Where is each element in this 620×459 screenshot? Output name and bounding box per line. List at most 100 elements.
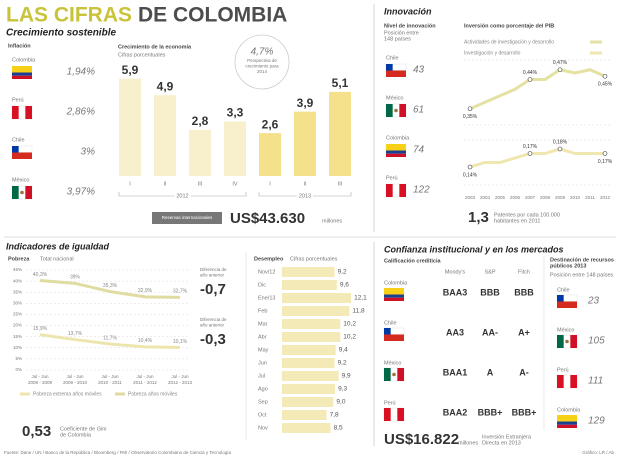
bar — [282, 319, 341, 329]
x-tick-label: Jul - Jun — [101, 374, 119, 379]
chart-subtitle: Cifras porcentuales — [290, 256, 338, 262]
flag — [12, 106, 19, 119]
country: Perú — [386, 175, 398, 181]
value: 23 — [587, 296, 600, 307]
flag — [557, 301, 577, 308]
legend-label: Actividades de investigación y desarroll… — [464, 39, 554, 45]
forecast-value: 4,7% — [251, 47, 274, 58]
bar-value: 10,2 — [343, 334, 356, 341]
flag — [386, 70, 406, 77]
y-tick-label: Ago — [258, 386, 268, 392]
unit: millones — [458, 440, 478, 446]
value-label: 15,9% — [33, 326, 48, 332]
patents-value: 1,3 — [468, 209, 489, 226]
x-tick-label: Jul - Jun — [66, 374, 84, 379]
chart-subtitle: Total nacional — [40, 256, 74, 262]
value: 61 — [413, 105, 424, 116]
flag — [392, 372, 396, 377]
point — [602, 151, 608, 156]
value-label: 32,7% — [173, 289, 188, 295]
bar-value: 9,6 — [340, 282, 349, 289]
flag — [384, 328, 391, 335]
note: año anterior — [200, 323, 225, 328]
flag — [394, 108, 398, 113]
bar — [282, 267, 335, 277]
bar — [282, 423, 331, 433]
note: Directa en 2013 — [482, 440, 521, 446]
flag — [397, 408, 404, 421]
note: crecimiento para — [245, 64, 279, 69]
chart-title: Desempleo — [254, 256, 284, 262]
legend-label: Pobreza extrema años móviles — [33, 391, 102, 397]
x-tick-label: 2008 — [540, 195, 551, 200]
y-tick-label: Mar — [258, 321, 268, 327]
flag — [386, 184, 393, 197]
y-tick-label: Jul — [258, 373, 265, 379]
year-bg — [174, 192, 191, 200]
country: México — [557, 327, 574, 333]
y-tick-label: 5% — [15, 356, 22, 361]
x-tick-label: 2010 — [570, 195, 581, 200]
point — [467, 164, 473, 170]
line — [469, 147, 605, 169]
note: año anterior — [200, 273, 225, 278]
x-tick-label: 2008 - 2009 — [28, 380, 53, 385]
country: Colombia — [386, 135, 410, 141]
value-label: 11,7% — [103, 335, 117, 341]
country: Perú — [384, 400, 396, 406]
bar — [282, 306, 350, 316]
value: 105 — [588, 336, 605, 347]
country: Chile — [386, 55, 399, 61]
flag — [12, 75, 32, 79]
x-tick-label: I — [269, 181, 271, 187]
note: 148 países — [384, 36, 411, 42]
bar — [119, 78, 141, 176]
y-tick-label: Nov — [258, 425, 268, 431]
y-tick-label: Ene/13 — [258, 295, 275, 301]
value-label: 35,3% — [103, 283, 118, 289]
bar-value: 5,9 — [122, 63, 139, 77]
x-tick-label: I — [129, 181, 131, 187]
column-header: S&P — [484, 269, 495, 275]
flag — [397, 368, 404, 381]
value: 74 — [413, 145, 425, 156]
flag — [12, 146, 19, 153]
chart-title: Inversión como porcentaje del PIB — [464, 23, 554, 29]
bar — [282, 332, 341, 342]
x-tick-label: II — [303, 181, 307, 187]
x-tick-label: 2010 - 2011 — [98, 380, 122, 385]
note: Perspectiva de — [247, 58, 277, 63]
country: México — [386, 95, 403, 101]
value: 3% — [81, 147, 96, 158]
y-tick-label: 35% — [13, 289, 22, 294]
note: Diferencia de — [200, 267, 227, 272]
gini-value: 0,53 — [22, 423, 51, 440]
title: LAS CIFRAS — [6, 4, 132, 27]
point — [557, 146, 563, 152]
line — [39, 333, 181, 350]
credit: Gráfico: LR / Ab — [582, 450, 614, 455]
note: de Colombia — [60, 432, 92, 438]
note: Posición entre — [384, 30, 419, 36]
flag — [12, 72, 32, 76]
chart-title: Pobreza — [8, 256, 30, 262]
column-header: Fitch — [518, 269, 530, 275]
label: Calificación crediticia — [384, 258, 441, 264]
y-tick-label: 10% — [13, 345, 22, 350]
bar-value: 9,9 — [342, 373, 351, 380]
flag — [570, 335, 577, 348]
flag — [570, 375, 577, 388]
bar-value: 9,2 — [338, 360, 347, 367]
flag — [557, 335, 564, 348]
note: Coeficiente de Gini — [60, 426, 106, 432]
bar-value: 9,2 — [338, 269, 347, 276]
x-tick-label: 2012 - 2013 — [168, 380, 193, 385]
value-label: 40,3% — [33, 272, 48, 278]
rating: AA- — [482, 327, 498, 337]
value-label: 10,4% — [138, 338, 153, 344]
x-tick-label: 2006 — [510, 195, 521, 200]
title: DE COLOMBIA — [138, 4, 287, 27]
value-label: 0,17% — [523, 144, 538, 150]
bar-value: 2,8 — [192, 114, 209, 128]
